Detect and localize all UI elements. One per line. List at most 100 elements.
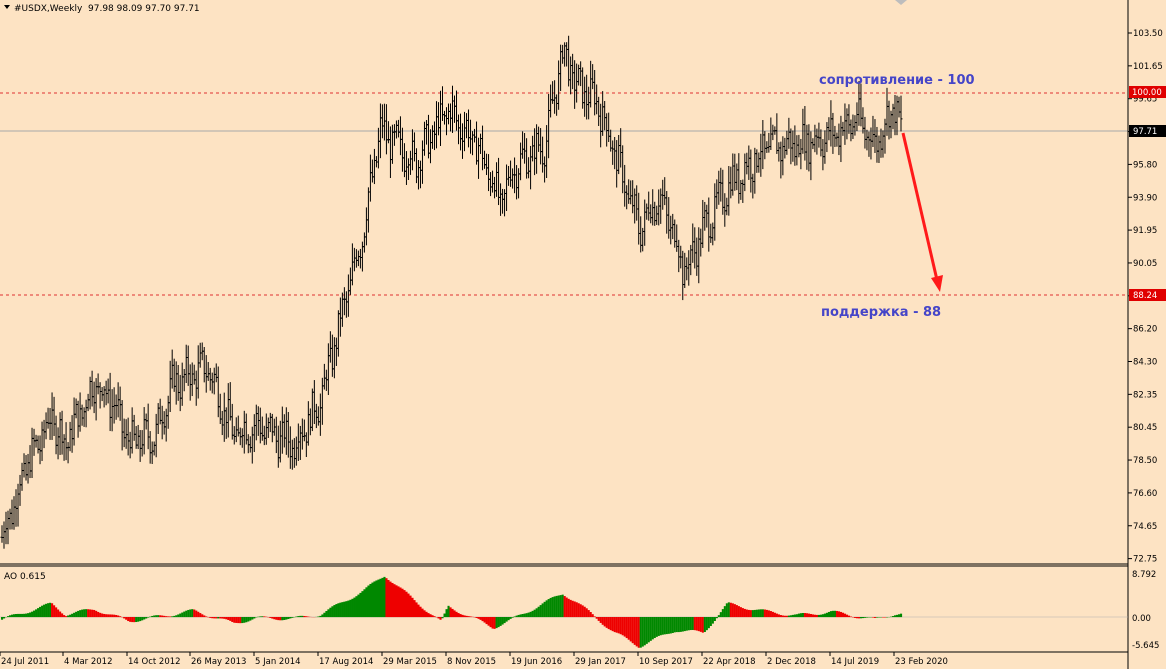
ao-bar	[733, 604, 736, 618]
ao-bar	[667, 617, 670, 634]
ao-bar	[373, 581, 376, 618]
shift-marker-icon[interactable]	[895, 0, 907, 5]
ao-bar	[900, 613, 903, 618]
ao-bar	[895, 614, 899, 618]
ao-bar	[823, 613, 827, 618]
ao-bar	[405, 591, 408, 618]
time-tick-label: 26 May 2013	[191, 657, 246, 667]
ao-bar	[195, 610, 198, 618]
collapse-triangle-icon[interactable]	[4, 5, 10, 9]
time-axis[interactable]: 24 Jul 2011 4 Mar 2012 14 Oct 2012 26 May 2…	[0, 652, 948, 667]
ao-bar	[607, 617, 610, 630]
arrow-head	[931, 275, 943, 292]
resistance-price-badge	[1129, 86, 1166, 98]
time-tick-label: 14 Oct 2012	[128, 657, 181, 667]
ao-bar	[151, 615, 154, 618]
ao-bar	[77, 610, 80, 618]
ao-bar	[591, 614, 594, 618]
forecast-arrow[interactable]	[901, 132, 943, 292]
ao-bar	[519, 614, 522, 618]
ao-bar	[783, 615, 786, 618]
price-axis[interactable]: 103.50101.6599.6597.8095.8093.9091.9590.…	[1127, 0, 1166, 669]
ao-bar	[281, 617, 284, 621]
ao-bar	[631, 617, 634, 644]
ao-bar	[31, 611, 34, 618]
ao-bar	[183, 611, 186, 618]
ao-bar	[101, 613, 104, 618]
ao-bar	[577, 603, 580, 618]
ao-bar	[749, 610, 752, 618]
ao-bar	[707, 617, 710, 629]
price-tick-list: 103.50101.6599.6597.8095.8093.9091.9590.…	[1128, 29, 1163, 565]
ao-bar	[45, 603, 48, 618]
ao-bar	[761, 609, 764, 618]
ao-label: AO 0.615	[4, 572, 46, 582]
ao-bar	[217, 617, 220, 619]
ao-bar	[185, 610, 188, 618]
ao-bar	[225, 617, 228, 620]
ao-bar	[787, 615, 790, 618]
ao-bar	[323, 612, 326, 618]
ao-bar	[163, 615, 166, 618]
ao-bar	[341, 602, 344, 618]
price-tick-label: 84.30	[1133, 358, 1157, 368]
ao-bar	[381, 577, 384, 618]
ao-bar	[863, 617, 867, 618]
ao-bar	[395, 585, 398, 618]
ao-bar	[243, 617, 246, 623]
ao-bar	[317, 616, 320, 618]
time-tick-label: 24 Jul 2011	[1, 657, 49, 667]
ao-bar	[23, 613, 26, 618]
ao-panel[interactable]: AO 0.615 8.792 0.00 -5.645	[0, 570, 1159, 651]
ao-bar	[277, 617, 280, 621]
price-tick-label: 78.50	[1133, 456, 1157, 466]
ao-bar	[619, 617, 622, 635]
ao-bar	[343, 601, 346, 618]
arrow-shaft	[901, 132, 939, 281]
ao-bar	[155, 615, 158, 618]
ao-bar	[657, 617, 660, 636]
ao-bar	[175, 615, 178, 618]
ao-bar	[799, 613, 802, 618]
resistance-price-label: 100.00	[1132, 88, 1162, 98]
ao-bar	[353, 597, 356, 618]
ao-bar	[703, 617, 706, 633]
ao-bar	[613, 617, 616, 633]
ao-bar	[753, 609, 756, 618]
ao-bar	[771, 611, 774, 618]
ao-bar	[507, 617, 510, 621]
ao-bar	[401, 588, 404, 618]
ao-bar	[393, 584, 396, 618]
ao-bar	[499, 617, 502, 626]
ao-bar	[765, 609, 768, 618]
ao-bar	[179, 613, 182, 618]
ao-bar	[241, 617, 244, 624]
ao-bar	[177, 614, 180, 618]
ao-bar	[893, 615, 897, 618]
ao-bar	[559, 595, 562, 618]
ao-bar	[477, 617, 480, 619]
ao-bar	[805, 613, 808, 618]
ao-bar	[387, 579, 390, 618]
ao-bar	[333, 605, 336, 618]
ao-bar	[307, 616, 310, 618]
ao-bar	[567, 598, 570, 618]
ao-bar	[503, 617, 506, 624]
ao-bar	[111, 614, 114, 618]
ao-bar	[741, 608, 744, 618]
ao-bar	[847, 615, 851, 618]
ao-bar	[713, 617, 716, 622]
ao-bar	[781, 615, 784, 618]
ao-bar	[611, 617, 614, 632]
ao-bar	[699, 617, 702, 632]
ao-bar	[649, 617, 652, 641]
ao-bar	[123, 617, 126, 619]
price-panel[interactable]: сопротивление - 100 поддержка - 88 #USDX…	[0, 0, 1128, 549]
ao-bar	[303, 615, 306, 618]
support-annotation: поддержка - 88	[821, 305, 941, 320]
ao-bar	[237, 617, 240, 624]
ao-bar	[95, 610, 98, 618]
ao-bar	[653, 617, 656, 639]
ao-bar	[51, 603, 54, 618]
